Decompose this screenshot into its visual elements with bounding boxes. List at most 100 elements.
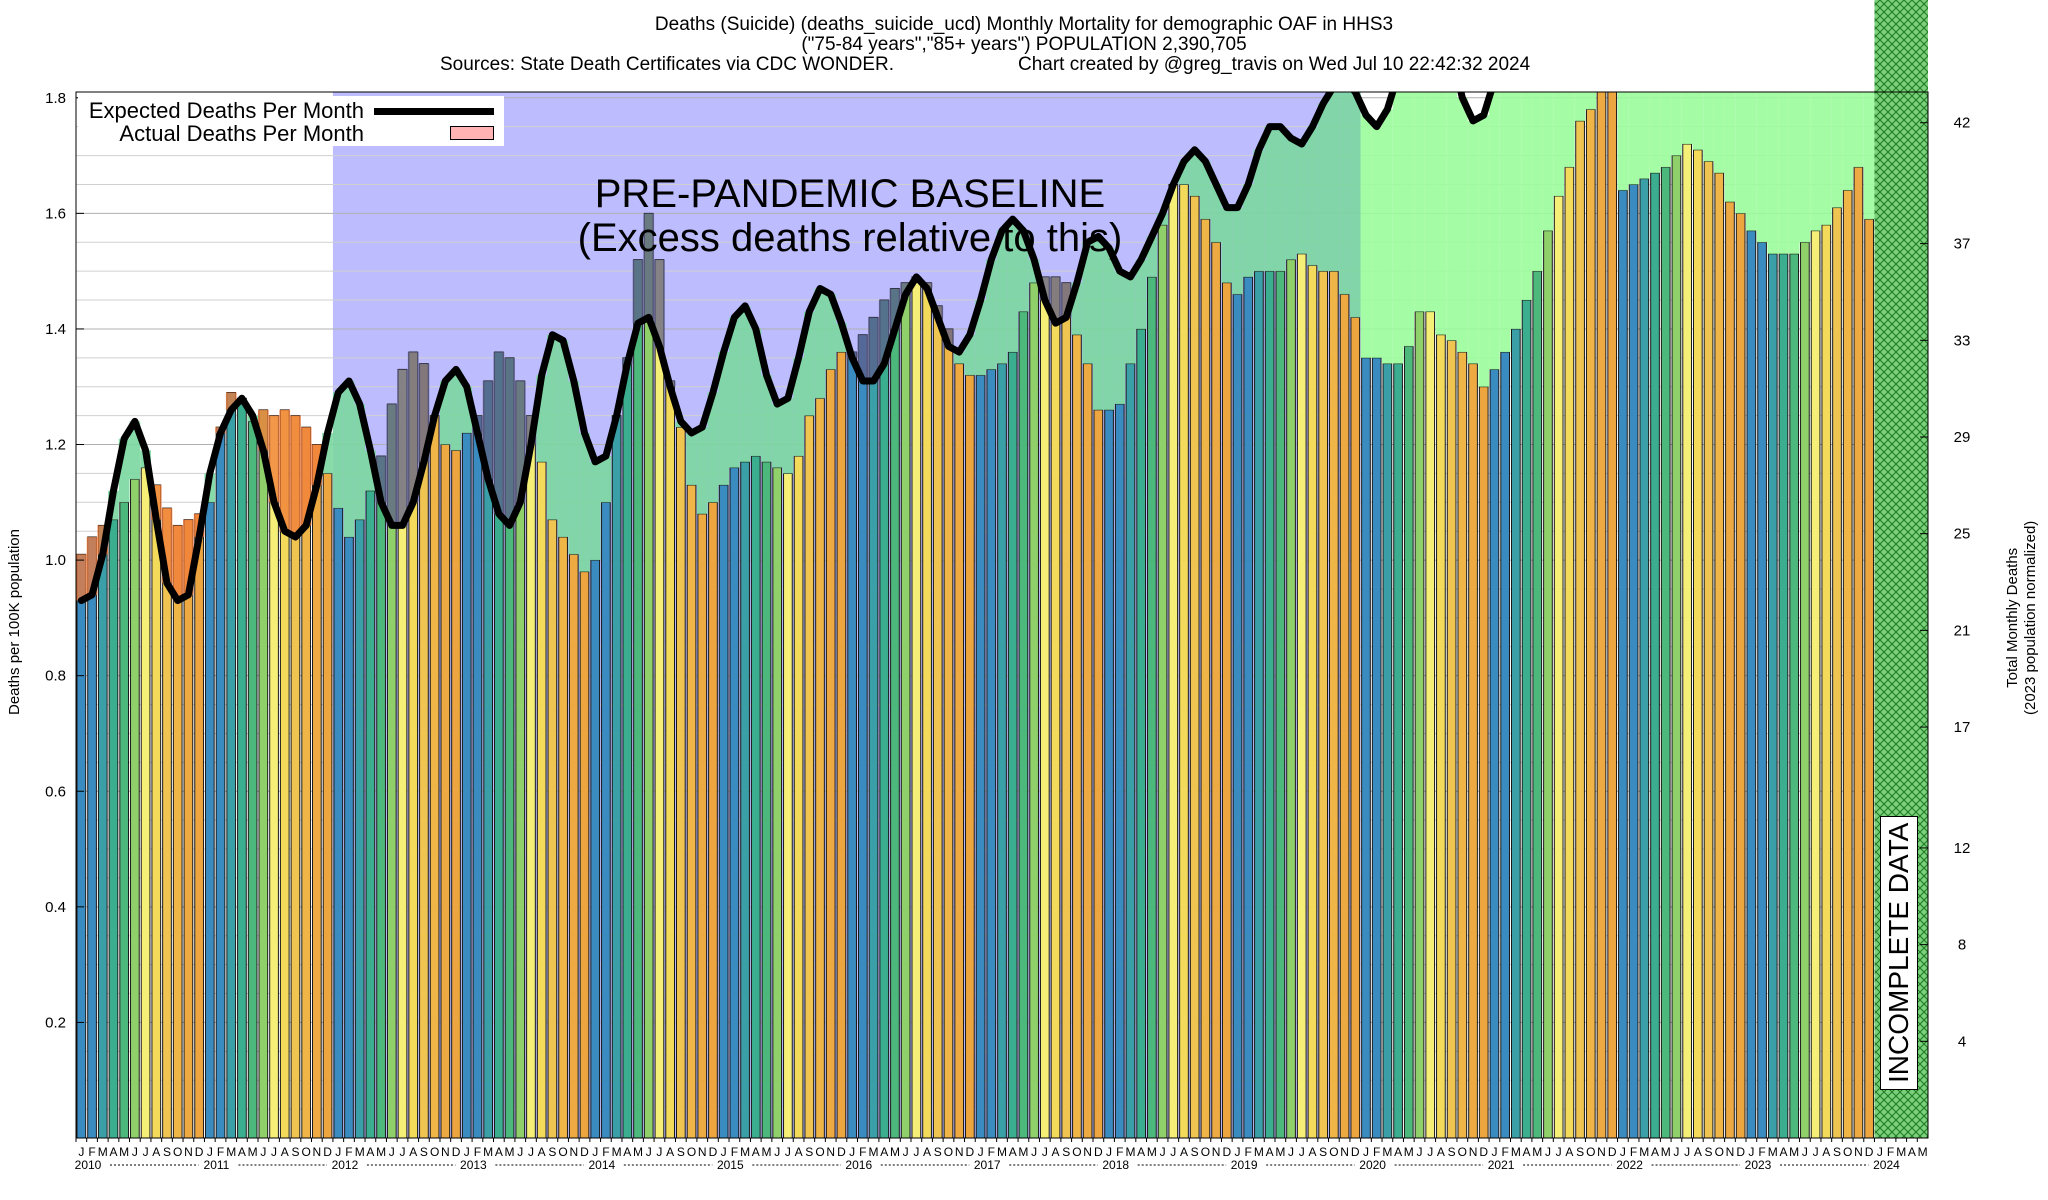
x-month-label: O	[173, 1145, 182, 1159]
bar	[472, 415, 483, 1138]
deficit-fill	[836, 323, 847, 353]
bar	[932, 305, 943, 1138]
deficit-fill	[1660, 92, 1672, 168]
x-month-label: A	[109, 1145, 117, 1159]
x-month-label: M	[1147, 1145, 1157, 1159]
excess-fill	[643, 213, 655, 318]
legend-expected-label: Expected Deaths Per Month	[88, 98, 364, 123]
deficit-fill	[1200, 161, 1211, 220]
x-month-label: O	[1715, 1145, 1724, 1159]
deficit-fill	[1510, 92, 1522, 329]
legend-expected-swatch	[374, 108, 494, 115]
bar	[1093, 409, 1104, 1138]
deficit-fill	[803, 311, 815, 416]
bar	[1157, 224, 1168, 1138]
deficit-fill	[1446, 92, 1457, 341]
y2-tick-label: 42	[1954, 115, 1971, 132]
bar	[1072, 334, 1082, 1138]
bar	[986, 368, 997, 1138]
x-month-label: J	[1748, 1145, 1754, 1159]
deficit-fill	[1178, 161, 1190, 185]
bar	[322, 472, 333, 1138]
baseline-annotation: PRE-PANDEMIC BASELINE (Excess deaths rel…	[540, 172, 1160, 260]
x-month-label: A	[366, 1145, 374, 1159]
excess-fill	[76, 554, 87, 601]
x-month-label: J	[1288, 1145, 1294, 1159]
x-month-label: O	[301, 1145, 310, 1159]
x-year-label: 2024	[1873, 1158, 1900, 1172]
bar	[1532, 270, 1543, 1138]
deficit-fill	[975, 300, 986, 376]
deficit-fill	[814, 288, 826, 399]
x-month-label: D	[1479, 1145, 1488, 1159]
bar	[226, 392, 237, 1138]
deficit-fill	[739, 305, 751, 462]
x-month-label: J	[1620, 1145, 1626, 1159]
excess-fill	[311, 444, 323, 485]
x-month-label: N	[1212, 1145, 1221, 1159]
bar	[119, 501, 130, 1138]
bar	[1339, 293, 1350, 1138]
bar	[429, 415, 440, 1138]
x-month-label: A	[238, 1145, 246, 1159]
x-month-label: M	[633, 1145, 643, 1159]
bar	[1757, 241, 1767, 1138]
deficit-fill	[589, 461, 601, 561]
bar	[825, 368, 836, 1138]
bar	[836, 351, 847, 1138]
deficit-fill	[1596, 0, 1607, 86]
deficit-fill	[1617, 92, 1629, 191]
deficit-fill	[1638, 92, 1650, 179]
x-month-label: J	[1235, 1145, 1241, 1159]
deficit-fill	[1574, 92, 1586, 121]
bar	[1275, 270, 1286, 1138]
y2-tick-label: 8	[1958, 937, 1966, 954]
excess-fill	[857, 334, 869, 381]
x-month-label: J	[1673, 1145, 1679, 1159]
excess-fill	[161, 508, 173, 584]
x-month-label: J	[271, 1145, 277, 1159]
bar	[1660, 166, 1671, 1138]
bar	[1650, 172, 1660, 1138]
bar	[1853, 166, 1864, 1138]
deficit-fill	[1735, 92, 1747, 214]
deficit-fill	[118, 438, 130, 503]
bar	[1329, 270, 1339, 1138]
bar	[204, 501, 215, 1138]
y-tick-label: 0.4	[45, 899, 66, 916]
bar	[579, 571, 590, 1138]
x-month-label: S	[548, 1145, 556, 1159]
x-month-label: M	[1789, 1145, 1799, 1159]
bar	[708, 501, 718, 1138]
x-month-label: S	[805, 1145, 813, 1159]
x-month-label: A	[795, 1145, 803, 1159]
bar	[1489, 368, 1500, 1138]
x-month-label: M	[1532, 1145, 1542, 1159]
excess-fill	[290, 415, 301, 537]
deficit-fill	[1853, 92, 1864, 168]
x-month-label: O	[687, 1145, 696, 1159]
deficit-fill	[771, 404, 783, 468]
excess-fill	[386, 404, 398, 526]
plot-frame	[75, 91, 1929, 1139]
deficit-fill	[1863, 92, 1875, 220]
x-year-label: 2017	[974, 1158, 1001, 1172]
bar	[440, 444, 451, 1138]
x-month-label: A	[880, 1145, 888, 1159]
x-year-label: 2013	[460, 1158, 487, 1172]
x-month-label: F	[474, 1145, 481, 1159]
x-month-label: N	[955, 1145, 964, 1159]
x-month-label: M	[483, 1145, 493, 1159]
bar	[1778, 253, 1789, 1138]
x-month-label: M	[1918, 1145, 1928, 1159]
x-month-label: N	[698, 1145, 707, 1159]
x-month-label: A	[1694, 1145, 1702, 1159]
x-month-label: N	[313, 1145, 322, 1159]
y-tick-label: 0.2	[45, 1014, 66, 1031]
bar	[130, 478, 140, 1138]
x-year-label: 2020	[1359, 1158, 1386, 1172]
deficit-fill	[1307, 126, 1318, 266]
y2-tick-label: 4	[1958, 1033, 1966, 1050]
bar	[1703, 160, 1714, 1138]
bar	[954, 363, 965, 1138]
